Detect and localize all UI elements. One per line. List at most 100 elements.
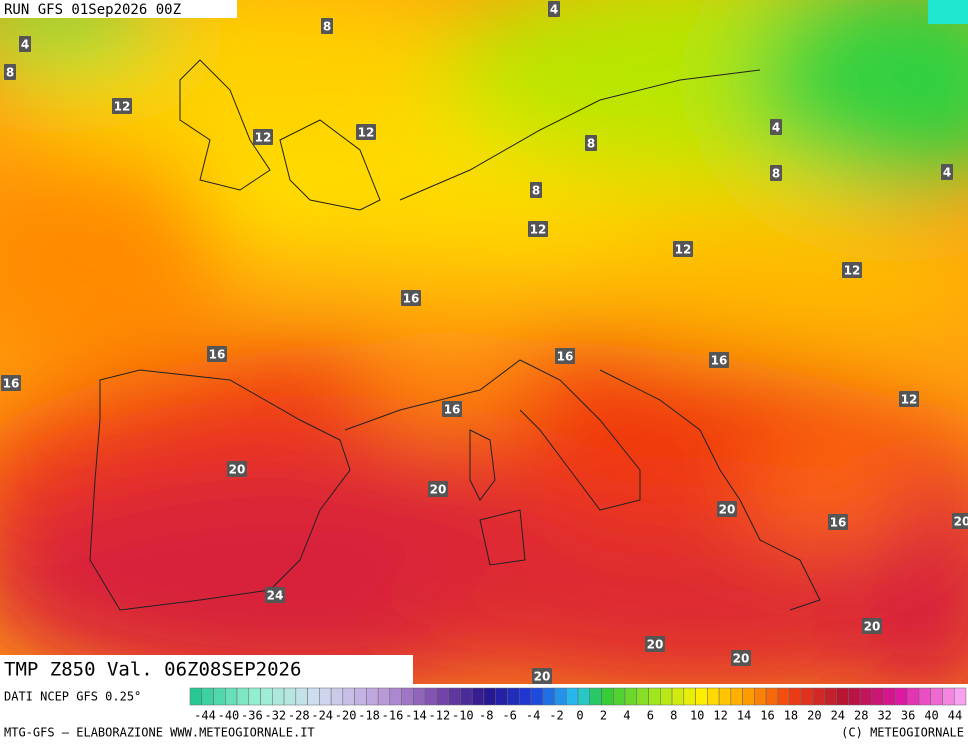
scale-label: -18 <box>358 709 380 723</box>
scale-swatch <box>236 687 250 706</box>
scale-label: 10 <box>690 709 704 723</box>
scale-swatch <box>577 687 591 706</box>
scale-label: 16 <box>760 709 774 723</box>
contour-label-box <box>862 618 882 634</box>
scale-swatch <box>495 687 508 706</box>
scale-label: 12 <box>713 709 727 723</box>
scale-label: -12 <box>429 709 451 723</box>
contour-label-box <box>585 135 597 151</box>
scale-swatch <box>918 687 931 706</box>
contour-label-box <box>19 36 31 52</box>
scale-swatch <box>424 687 438 706</box>
scale-swatch <box>448 687 461 706</box>
contour-label: 20 <box>719 503 736 517</box>
scale-label: 40 <box>924 709 938 723</box>
scale-label: -36 <box>241 709 263 723</box>
scale-label: 36 <box>901 709 915 723</box>
scale-label: -4 <box>526 709 540 723</box>
scale-label: 32 <box>877 709 891 723</box>
scale-swatch <box>460 687 473 706</box>
scale-label: 20 <box>807 709 821 723</box>
scale-label: -16 <box>382 709 404 723</box>
scale-swatch <box>366 687 379 706</box>
scale-swatch <box>953 687 967 706</box>
contour-label-box <box>828 514 848 530</box>
scale-label: -24 <box>311 709 333 723</box>
contour-label: 8 <box>532 184 540 198</box>
title-box <box>0 655 413 684</box>
scale-swatch <box>413 687 426 706</box>
contour-label: 4 <box>772 121 780 135</box>
scale-label: 18 <box>784 709 798 723</box>
contour-label: 16 <box>209 348 226 362</box>
scale-label: -28 <box>288 709 310 723</box>
contour-label-box <box>548 1 560 17</box>
scale-label: -40 <box>218 709 240 723</box>
scale-swatch <box>683 687 696 706</box>
scale-swatch <box>613 687 626 706</box>
source-label: DATI NCEP GFS 0.25° <box>4 690 141 704</box>
scale-swatch <box>754 687 767 706</box>
contour-label: 16 <box>711 354 728 368</box>
scale-swatch <box>801 687 814 706</box>
scale-swatch <box>812 687 826 706</box>
scale-label: -20 <box>335 709 357 723</box>
contour-label-box <box>530 182 542 198</box>
scale-swatch <box>777 687 790 706</box>
scale-swatch <box>836 687 849 706</box>
contour-label: 20 <box>954 515 968 529</box>
scale-label: 28 <box>854 709 868 723</box>
contour-label-box <box>673 241 693 257</box>
scale-swatch <box>895 687 908 706</box>
contour-label-box <box>207 346 227 362</box>
contour-label: 20 <box>534 670 551 684</box>
scale-swatch <box>330 687 344 706</box>
scale-swatch <box>601 687 614 706</box>
scale-swatch <box>660 687 673 706</box>
contour-label: 12 <box>114 100 131 114</box>
scale-swatch <box>377 687 391 706</box>
contour-label-box <box>1 375 21 391</box>
contour-label-box <box>356 124 376 140</box>
scale-label: -10 <box>452 709 474 723</box>
scale-swatch <box>389 687 402 706</box>
scale-swatch <box>213 687 226 706</box>
scale-swatch <box>401 687 414 706</box>
contour-label: 20 <box>430 483 447 497</box>
contour-label: 12 <box>530 223 547 237</box>
scale-swatch <box>554 687 567 706</box>
scale-swatch <box>824 687 837 706</box>
contour-label: 12 <box>255 131 272 145</box>
contour-label-box <box>321 18 333 34</box>
scale-swatch <box>295 687 308 706</box>
scale-label: 4 <box>623 709 630 723</box>
contour-label: 24 <box>267 589 284 603</box>
scale-label: -6 <box>502 709 516 723</box>
contour-label-box <box>770 165 782 181</box>
contour-label-box <box>528 221 548 237</box>
contour-label-box <box>842 262 862 278</box>
contour-label-box <box>731 650 751 666</box>
scale-swatch <box>225 687 238 706</box>
scale-swatch <box>730 687 743 706</box>
scale-swatch <box>436 687 449 706</box>
contour-label-box <box>401 290 421 306</box>
contour-label: 12 <box>901 393 918 407</box>
scale-swatch <box>260 687 273 706</box>
contour-label: 16 <box>830 516 847 530</box>
scale-swatch <box>765 687 779 706</box>
contour-label-box <box>4 64 16 80</box>
scale-label: 2 <box>600 709 607 723</box>
scale-swatch <box>624 687 638 706</box>
scale-swatch <box>930 687 943 706</box>
contour-label-box <box>112 98 132 114</box>
scale-swatch <box>589 687 602 706</box>
scale-label: 44 <box>948 709 962 723</box>
scale-label: -2 <box>549 709 563 723</box>
scale-swatch <box>483 687 496 706</box>
scale-swatch <box>319 687 332 706</box>
contour-label: 20 <box>864 620 881 634</box>
scale-swatch <box>883 687 896 706</box>
